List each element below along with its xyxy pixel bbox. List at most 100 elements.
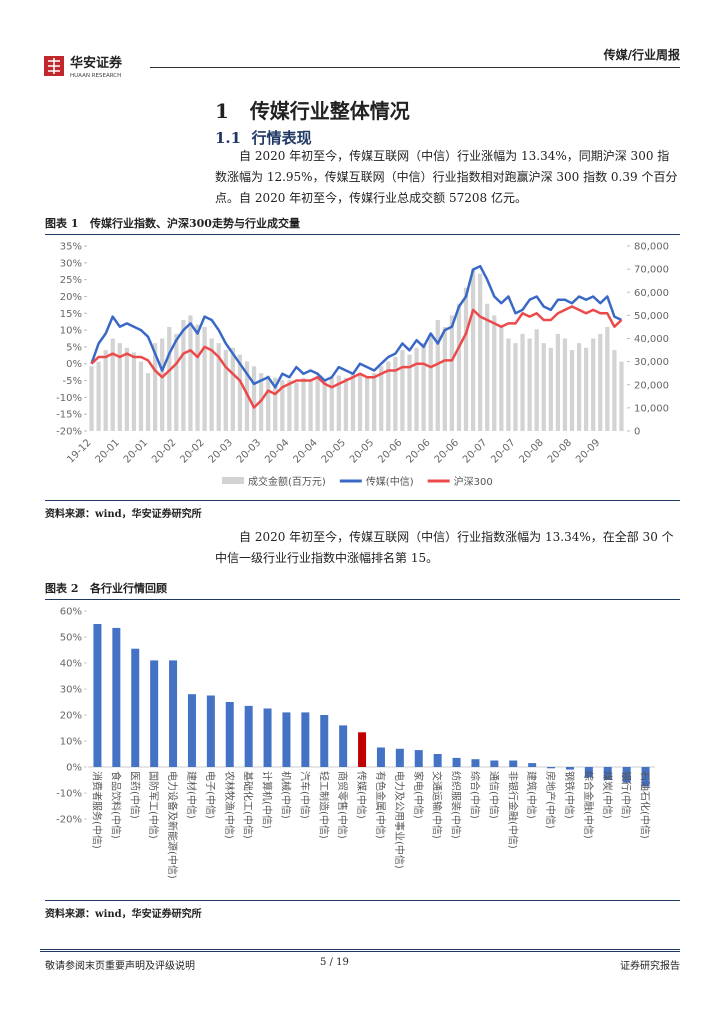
- x-tick-label: 交通运输(中信): [431, 771, 444, 839]
- volume-bar: [223, 350, 228, 431]
- volume-bar: [329, 377, 334, 431]
- figure-caption: 图表 2 各行业行情回顾: [45, 580, 680, 600]
- x-tick-label: 计算机(中信): [261, 771, 274, 829]
- section-heading: 1 传媒行业整体情况: [215, 95, 410, 124]
- volume-bar: [124, 347, 129, 431]
- figure-title: 传媒行业指数、沪深300走势与行业成交量: [89, 217, 300, 230]
- header-rule: [150, 67, 680, 68]
- volume-bar: [449, 315, 455, 431]
- y-tick-label: 0%: [66, 359, 82, 370]
- y-tick-label: 20%: [60, 292, 82, 303]
- volume-bar: [598, 333, 603, 431]
- bar: [206, 695, 215, 767]
- subsection-heading: 1.1 行情表现: [215, 127, 312, 148]
- x-tick-label: 汽车(中信): [298, 771, 311, 819]
- bar: [603, 767, 612, 780]
- x-tick-label: 建材(中信): [185, 771, 198, 819]
- volume-bar: [153, 343, 158, 431]
- volume-bar: [336, 375, 341, 431]
- x-tick-label: 20-04: [263, 437, 291, 465]
- y-tick-label: 25%: [60, 275, 82, 286]
- volume-bar: [499, 326, 504, 431]
- volume-bar: [492, 315, 497, 431]
- volume-bar: [407, 354, 412, 431]
- volume-bar: [357, 375, 363, 431]
- bar: [169, 660, 178, 767]
- y-tick-label: 15%: [60, 309, 82, 320]
- x-tick-label: 房地产(中信): [544, 771, 557, 829]
- y-tick-label: -15%: [56, 410, 82, 421]
- volume-bar: [605, 326, 610, 431]
- volume-bar: [216, 343, 221, 431]
- logo-glyph: [48, 58, 60, 74]
- y-tick-label: -5%: [63, 376, 82, 387]
- bar: [584, 767, 593, 778]
- y2-tick-label: 80,000: [634, 242, 669, 253]
- x-tick-label: 20-02: [178, 437, 206, 465]
- volume-bar: [555, 333, 560, 431]
- x-tick-label: 20-05: [320, 437, 348, 465]
- legend-label: 传媒(中信): [366, 475, 414, 488]
- bar: [565, 767, 574, 770]
- volume-bar: [195, 324, 200, 431]
- x-tick-label: 电子(中信): [204, 771, 217, 819]
- volume-bar: [400, 350, 405, 431]
- x-tick-label: 煤炭(中信): [601, 771, 614, 819]
- x-tick-label: 19-12: [65, 437, 93, 465]
- x-tick-label: 食品饮料(中信): [109, 771, 122, 839]
- volume-bar: [513, 343, 518, 431]
- x-tick-label: 通信(中信): [487, 771, 500, 819]
- volume-bar: [591, 338, 596, 431]
- line-series: [90, 305, 623, 409]
- volume-bar: [463, 287, 469, 431]
- x-tick-label: 20-08: [518, 437, 546, 465]
- volume-bar: [379, 366, 384, 431]
- volume-bar: [576, 343, 582, 431]
- volume-bar: [322, 380, 327, 431]
- subsection-number: 1.1: [215, 129, 242, 147]
- volume-bar: [619, 361, 624, 431]
- subsection-title: 行情表现: [251, 129, 312, 147]
- volume-bar: [421, 343, 426, 431]
- y-tick-label: -10%: [56, 393, 82, 404]
- bar: [225, 702, 234, 767]
- y-tick-label: -10%: [56, 789, 82, 800]
- volume-bar: [534, 329, 539, 431]
- x-tick-label: 20-04: [291, 437, 319, 465]
- x-tick-label: 有色金属(中信): [374, 771, 387, 839]
- bar: [471, 759, 480, 767]
- x-tick-label: 建筑(中信): [525, 771, 538, 819]
- x-tick-label: 20-02: [150, 437, 178, 465]
- y2-tick-label: 10,000: [634, 403, 669, 414]
- volume-bar: [527, 338, 532, 431]
- bar: [320, 715, 329, 767]
- x-tick-label: 电力设备及新能源(中信): [166, 771, 179, 879]
- volume-bar: [117, 343, 122, 431]
- x-tick-label: 20-06: [433, 437, 461, 465]
- y2-tick-label: 60,000: [634, 288, 669, 299]
- volume-bar: [506, 338, 511, 431]
- logo-sub: HUAAN RESEARCH: [70, 73, 121, 79]
- y-tick-label: 20%: [60, 711, 82, 722]
- volume-bar: [612, 350, 617, 431]
- bar: [622, 767, 631, 783]
- y2-tick-label: 70,000: [634, 265, 669, 276]
- x-tick-label: 20-08: [546, 437, 574, 465]
- paragraph: 自 2020 年初至今，传媒互联网（中信）行业涨幅为 13.34%，同期沪深 3…: [215, 149, 678, 205]
- chart: -20% -15% -10% -5% 0% 5% 10% 15% 20% 25% 30% 35% 0 10…: [56, 242, 669, 489]
- volume-bar: [470, 269, 476, 431]
- volume-bar: [414, 347, 419, 431]
- bar: [131, 648, 140, 767]
- y-tick-label: 30%: [60, 258, 82, 269]
- bar: [414, 750, 423, 767]
- volume-bar: [435, 320, 440, 431]
- x-tick-label: 石油石化(中信): [639, 771, 652, 839]
- bar: [452, 757, 461, 767]
- paragraph: 自 2020 年初至今，传媒互联网（中信）行业指数涨幅为 13.34%，在全部 …: [215, 530, 674, 565]
- bar: [547, 767, 556, 769]
- y2-tick-label: 50,000: [634, 311, 669, 322]
- figure-caption: 图表 1 传媒行业指数、沪深300走势与行业成交量: [45, 215, 680, 235]
- x-tick-label: 20-06: [404, 437, 432, 465]
- y2-tick-label: 30,000: [634, 357, 669, 368]
- footer-rule: [40, 949, 680, 952]
